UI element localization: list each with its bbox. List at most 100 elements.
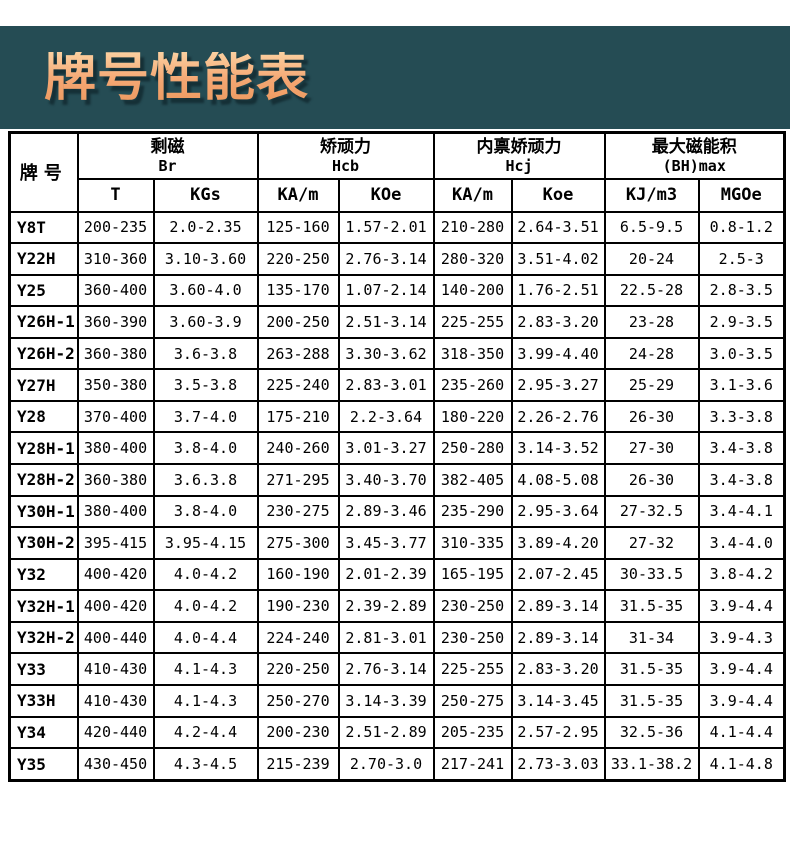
value-cell: 220-250 <box>256 242 340 276</box>
value-cell: 2.95-3.27 <box>510 368 606 402</box>
grade-cell: Y25 <box>8 273 79 308</box>
grade-cell: Y30H-1 <box>8 494 79 529</box>
value-cell: 190-230 <box>256 589 340 623</box>
grade-cell: Y8T <box>8 210 79 245</box>
value-cell: 250-280 <box>432 431 513 465</box>
grade-cell: Y33H <box>8 683 79 718</box>
value-cell: 27-30 <box>603 431 700 465</box>
value-cell: 31-34 <box>603 620 700 655</box>
value-cell: 2.64-3.51 <box>510 210 606 245</box>
grade-cell: Y26H-2 <box>8 336 79 371</box>
group-sub-label: Hcj <box>505 156 533 175</box>
value-cell: 2.73-3.03 <box>510 747 606 782</box>
value-cell: 3.4-4.0 <box>697 526 786 560</box>
value-cell: 3.95-4.15 <box>152 526 259 560</box>
value-cell: 3.1-3.6 <box>697 368 786 402</box>
value-cell: 3.51-4.02 <box>510 242 606 276</box>
value-cell: 235-260 <box>432 368 513 402</box>
value-cell: 4.1-4.3 <box>152 683 259 718</box>
value-cell: 2.70-3.0 <box>337 747 435 782</box>
value-cell: 3.9-4.4 <box>697 652 786 686</box>
value-cell: 250-275 <box>432 683 513 718</box>
value-cell: 2.89-3.14 <box>510 620 606 655</box>
value-cell: 1.07-2.14 <box>337 273 435 308</box>
value-cell: 125-160 <box>256 210 340 245</box>
value-cell: 2.95-3.64 <box>510 494 606 529</box>
page-title: 牌号性能表 <box>44 47 310 108</box>
value-cell: 3.89-4.20 <box>510 526 606 560</box>
group-header-remanence: 剩磁 Br <box>76 131 259 180</box>
value-cell: 4.2-4.4 <box>152 715 259 750</box>
value-cell: 2.26-2.76 <box>510 399 606 434</box>
value-cell: 165-195 <box>432 557 513 592</box>
value-cell: 2.9-3.5 <box>697 305 786 339</box>
value-cell: 4.0-4.2 <box>152 589 259 623</box>
value-cell: 400-440 <box>76 620 155 655</box>
value-cell: 3.14-3.45 <box>510 683 606 718</box>
value-cell: 2.07-2.45 <box>510 557 606 592</box>
table-row: Y26H-1 360-390 3.60-3.9 200-250 2.51-3.14 225… <box>8 305 786 339</box>
table-row: Y28H-2 360-380 3.6.3.8 271-295 3.40-3.70 382-… <box>8 463 786 497</box>
value-cell: 220-250 <box>256 652 340 686</box>
table-row: Y32H-2 400-440 4.0-4.4 224-240 2.81-3.01 230-… <box>8 620 786 655</box>
table-row: Y32 400-420 4.0-4.2 160-190 2.01-2.39 165-195… <box>8 557 786 592</box>
value-cell: 30-33.5 <box>603 557 700 592</box>
value-cell: 6.5-9.5 <box>603 210 700 245</box>
table-row: Y28H-1 380-400 3.8-4.0 240-260 3.01-3.27 250-… <box>8 431 786 465</box>
value-cell: 380-400 <box>76 494 155 529</box>
table-row: Y28 370-400 3.7-4.0 175-210 2.2-3.64 180-220 2… <box>8 399 786 434</box>
value-cell: 395-415 <box>76 526 155 560</box>
value-cell: 224-240 <box>256 620 340 655</box>
value-cell: 3.0-3.5 <box>697 336 786 371</box>
value-cell: 3.99-4.40 <box>510 336 606 371</box>
group-cn-label: 矫顽力 <box>320 136 371 157</box>
value-cell: 135-170 <box>256 273 340 308</box>
unit-header: KOe <box>337 177 435 213</box>
value-cell: 2.76-3.14 <box>337 652 435 686</box>
value-cell: 26-30 <box>603 463 700 497</box>
value-cell: 360-380 <box>76 463 155 497</box>
value-cell: 2.81-3.01 <box>337 620 435 655</box>
value-cell: 4.3-4.5 <box>152 747 259 782</box>
value-cell: 3.9-4.4 <box>697 683 786 718</box>
value-cell: 2.57-2.95 <box>510 715 606 750</box>
value-cell: 275-300 <box>256 526 340 560</box>
value-cell: 200-230 <box>256 715 340 750</box>
value-cell: 31.5-35 <box>603 652 700 686</box>
value-cell: 2.5-3 <box>697 242 786 276</box>
value-cell: 3.60-3.9 <box>152 305 259 339</box>
value-cell: 205-235 <box>432 715 513 750</box>
value-cell: 2.83-3.20 <box>510 652 606 686</box>
grade-cell: Y28H-1 <box>8 431 79 465</box>
value-cell: 3.8-4.2 <box>697 557 786 592</box>
value-cell: 3.7-4.0 <box>152 399 259 434</box>
value-cell: 27-32.5 <box>603 494 700 529</box>
table-row: Y8T 200-235 2.0-2.35 125-160 1.57-2.01 210-28… <box>8 210 786 245</box>
group-header-intrinsic-coercivity: 内禀娇顽力 Hcj <box>432 131 606 180</box>
grade-cell: Y32H-1 <box>8 589 79 623</box>
value-cell: 180-220 <box>432 399 513 434</box>
table-row: Y32H-1 400-420 4.0-4.2 190-230 2.39-2.89 230-… <box>8 589 786 623</box>
unit-header: KJ/m3 <box>603 177 700 213</box>
table-row: Y25 360-400 3.60-4.0 135-170 1.07-2.14 140-20… <box>8 273 786 308</box>
group-sub-label: (BH)max <box>662 156 726 175</box>
table-row: Y34 420-440 4.2-4.4 200-230 2.51-2.89 205-235… <box>8 715 786 750</box>
value-cell: 400-420 <box>76 557 155 592</box>
value-cell: 3.5-3.8 <box>152 368 259 402</box>
value-cell: 280-320 <box>432 242 513 276</box>
value-cell: 160-190 <box>256 557 340 592</box>
unit-header: T <box>76 177 155 213</box>
group-cn-label: 剩磁 <box>150 136 185 157</box>
value-cell: 32.5-36 <box>603 715 700 750</box>
value-cell: 2.89-3.14 <box>510 589 606 623</box>
unit-header: KA/m <box>432 177 513 213</box>
value-cell: 3.8-4.0 <box>152 494 259 529</box>
value-cell: 3.45-3.77 <box>337 526 435 560</box>
group-sub-label: Br <box>158 156 177 175</box>
value-cell: 1.57-2.01 <box>337 210 435 245</box>
value-cell: 2.51-2.89 <box>337 715 435 750</box>
value-cell: 2.8-3.5 <box>697 273 786 308</box>
value-cell: 27-32 <box>603 526 700 560</box>
value-cell: 318-350 <box>432 336 513 371</box>
